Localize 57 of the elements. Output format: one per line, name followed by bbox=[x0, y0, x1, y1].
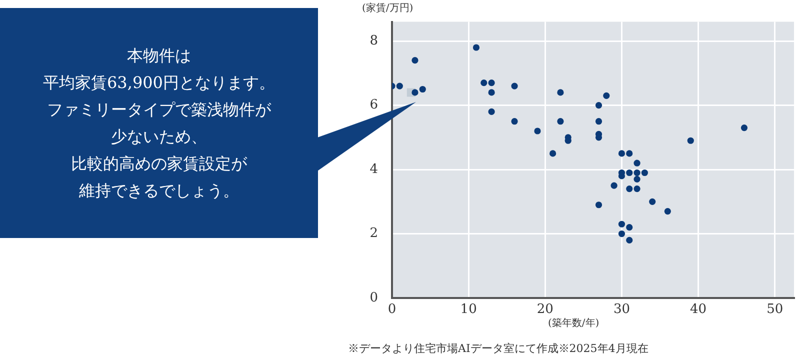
text: 少ないため、 bbox=[110, 126, 208, 148]
text: 比較的高めの家賃設定が bbox=[70, 153, 248, 175]
point bbox=[618, 220, 626, 228]
y-tick-label: 6 bbox=[370, 98, 378, 113]
text: 本物件は bbox=[126, 45, 192, 67]
point bbox=[664, 208, 671, 215]
point bbox=[488, 89, 495, 96]
y-tick-label: 2 bbox=[370, 226, 378, 242]
point bbox=[626, 224, 633, 231]
x-tick-label: 20 bbox=[536, 302, 554, 318]
point bbox=[634, 169, 640, 176]
point bbox=[595, 202, 602, 208]
point bbox=[626, 150, 633, 157]
y-axis-title: (家賃/万円) bbox=[362, 2, 414, 15]
x-tick-label: 10 bbox=[460, 302, 477, 318]
point bbox=[641, 169, 648, 176]
x-tick-label: 30 bbox=[613, 302, 630, 318]
point bbox=[687, 137, 694, 144]
point bbox=[472, 44, 480, 51]
point bbox=[626, 236, 633, 244]
point bbox=[511, 118, 518, 125]
point bbox=[626, 169, 633, 176]
point bbox=[618, 150, 626, 157]
point bbox=[412, 89, 418, 96]
point bbox=[634, 160, 640, 166]
text: ファミリータイプで築浅物件が bbox=[46, 99, 272, 121]
point bbox=[595, 118, 602, 125]
point bbox=[550, 150, 556, 157]
point bbox=[396, 82, 403, 90]
point bbox=[618, 230, 626, 238]
point bbox=[534, 128, 541, 134]
text: ※データより住宅市場AIデータ室にて作成※2025年4月現在 bbox=[348, 341, 648, 356]
point bbox=[610, 182, 618, 189]
x-tick-label: 40 bbox=[690, 302, 707, 318]
point bbox=[603, 92, 610, 99]
point bbox=[634, 176, 640, 182]
point bbox=[480, 80, 488, 86]
point bbox=[740, 124, 748, 132]
x-tick-label: 0 bbox=[388, 302, 396, 318]
y-tick-label: 8 bbox=[370, 33, 378, 48]
x-axis-title: (築年数/年) bbox=[548, 317, 600, 330]
point bbox=[595, 102, 602, 109]
point bbox=[557, 89, 564, 96]
point bbox=[557, 118, 564, 125]
point bbox=[511, 82, 518, 90]
y-tick-label: 4 bbox=[370, 162, 378, 177]
point bbox=[488, 108, 495, 116]
point bbox=[412, 57, 418, 64]
text: 平均家賃63,900円となります。 bbox=[43, 72, 275, 94]
x-tick-label: 50 bbox=[766, 302, 784, 318]
text: 維持できるでしょう。 bbox=[78, 180, 240, 202]
point bbox=[488, 80, 495, 86]
point bbox=[626, 186, 633, 192]
point bbox=[419, 86, 426, 93]
y-tick-label: 0 bbox=[370, 290, 378, 306]
point bbox=[634, 186, 640, 192]
point bbox=[649, 198, 656, 205]
